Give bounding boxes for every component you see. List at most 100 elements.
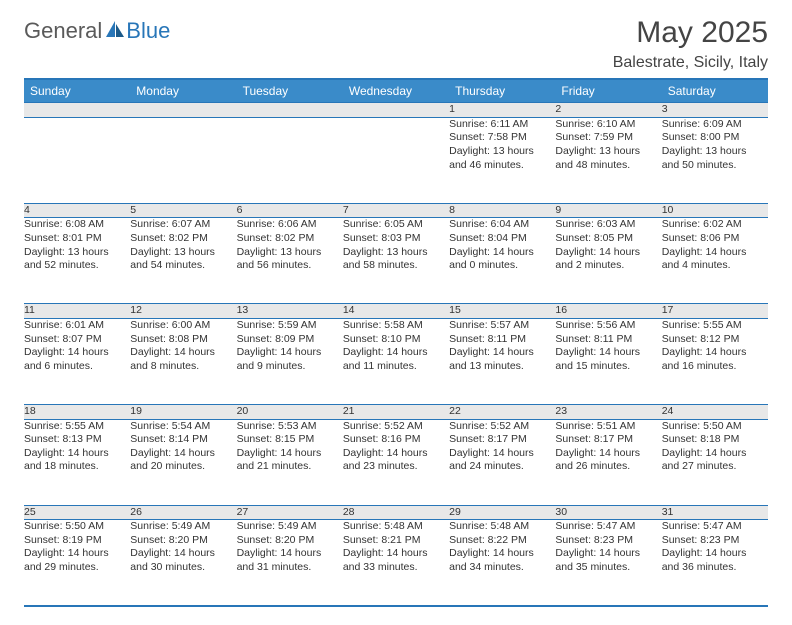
- daylight-text: and 21 minutes.: [237, 460, 343, 474]
- sunrise-text: Sunrise: 6:11 AM: [449, 118, 555, 132]
- daylight-text: and 29 minutes.: [24, 561, 130, 575]
- daylight-text: and 33 minutes.: [343, 561, 449, 575]
- daylight-text: and 27 minutes.: [662, 460, 768, 474]
- day-number-cell: 10: [662, 203, 768, 218]
- day-content-cell: Sunrise: 6:06 AMSunset: 8:02 PMDaylight:…: [237, 218, 343, 304]
- day-number-row: 18192021222324: [24, 404, 768, 419]
- day-number: 26: [130, 506, 142, 518]
- day-content-cell: Sunrise: 6:07 AMSunset: 8:02 PMDaylight:…: [130, 218, 236, 304]
- day-content-cell: Sunrise: 5:55 AMSunset: 8:13 PMDaylight:…: [24, 419, 130, 505]
- sunrise-text: Sunrise: 5:53 AM: [237, 420, 343, 434]
- day-number: 13: [237, 304, 249, 316]
- day-content-cell: Sunrise: 5:52 AMSunset: 8:16 PMDaylight:…: [343, 419, 449, 505]
- day-content-cell: Sunrise: 6:00 AMSunset: 8:08 PMDaylight:…: [130, 318, 236, 404]
- day-content-cell: Sunrise: 5:53 AMSunset: 8:15 PMDaylight:…: [237, 419, 343, 505]
- sunrise-text: Sunrise: 5:57 AM: [449, 319, 555, 333]
- sunset-text: Sunset: 8:20 PM: [237, 534, 343, 548]
- daylight-text: Daylight: 14 hours: [662, 346, 768, 360]
- day-content-cell: Sunrise: 6:01 AMSunset: 8:07 PMDaylight:…: [24, 318, 130, 404]
- day-number-cell: 30: [555, 505, 661, 520]
- sunrise-text: Sunrise: 5:50 AM: [24, 520, 130, 534]
- day-number-cell: 1: [449, 103, 555, 118]
- day-number: 17: [662, 304, 674, 316]
- sunrise-text: Sunrise: 6:07 AM: [130, 218, 236, 232]
- day-number-cell: 17: [662, 304, 768, 319]
- daylight-text: and 36 minutes.: [662, 561, 768, 575]
- sunset-text: Sunset: 8:05 PM: [555, 232, 661, 246]
- daylight-text: and 18 minutes.: [24, 460, 130, 474]
- sunset-text: Sunset: 8:14 PM: [130, 433, 236, 447]
- daylight-text: and 13 minutes.: [449, 360, 555, 374]
- daylight-text: and 11 minutes.: [343, 360, 449, 374]
- header: General Blue May 2025 Balestrate, Sicily…: [24, 18, 768, 72]
- weekday-header: Sunday: [24, 79, 130, 103]
- day-content-cell: Sunrise: 5:50 AMSunset: 8:19 PMDaylight:…: [24, 520, 130, 606]
- daylight-text: and 16 minutes.: [662, 360, 768, 374]
- day-number-cell: 24: [662, 404, 768, 419]
- daylight-text: and 9 minutes.: [237, 360, 343, 374]
- daylight-text: Daylight: 13 hours: [24, 246, 130, 260]
- day-number: 21: [343, 405, 355, 417]
- sunset-text: Sunset: 8:09 PM: [237, 333, 343, 347]
- sunrise-text: Sunrise: 5:48 AM: [343, 520, 449, 534]
- sunset-text: Sunset: 8:00 PM: [662, 131, 768, 145]
- sunrise-text: Sunrise: 6:04 AM: [449, 218, 555, 232]
- sunset-text: Sunset: 8:21 PM: [343, 534, 449, 548]
- daylight-text: Daylight: 14 hours: [130, 447, 236, 461]
- daylight-text: and 24 minutes.: [449, 460, 555, 474]
- day-number-cell: [130, 103, 236, 118]
- sunrise-text: Sunrise: 6:10 AM: [555, 118, 661, 132]
- sunset-text: Sunset: 8:16 PM: [343, 433, 449, 447]
- day-content-cell: Sunrise: 5:57 AMSunset: 8:11 PMDaylight:…: [449, 318, 555, 404]
- day-number: 9: [555, 204, 561, 216]
- daylight-text: and 26 minutes.: [555, 460, 661, 474]
- day-number-cell: 5: [130, 203, 236, 218]
- day-content-cell: [237, 117, 343, 203]
- daylight-text: and 15 minutes.: [555, 360, 661, 374]
- day-content-cell: [24, 117, 130, 203]
- sunrise-text: Sunrise: 5:51 AM: [555, 420, 661, 434]
- daylight-text: and 0 minutes.: [449, 259, 555, 273]
- daylight-text: and 35 minutes.: [555, 561, 661, 575]
- day-content-cell: Sunrise: 5:52 AMSunset: 8:17 PMDaylight:…: [449, 419, 555, 505]
- daylight-text: Daylight: 14 hours: [449, 447, 555, 461]
- sunrise-text: Sunrise: 5:55 AM: [662, 319, 768, 333]
- daylight-text: Daylight: 13 hours: [449, 145, 555, 159]
- day-number-cell: [24, 103, 130, 118]
- daylight-text: and 46 minutes.: [449, 159, 555, 173]
- daylight-text: Daylight: 13 hours: [343, 246, 449, 260]
- daylight-text: Daylight: 14 hours: [237, 547, 343, 561]
- daylight-text: Daylight: 14 hours: [24, 547, 130, 561]
- day-content-cell: Sunrise: 5:48 AMSunset: 8:22 PMDaylight:…: [449, 520, 555, 606]
- sunset-text: Sunset: 8:17 PM: [449, 433, 555, 447]
- sunset-text: Sunset: 8:10 PM: [343, 333, 449, 347]
- day-number-cell: 22: [449, 404, 555, 419]
- sunset-text: Sunset: 8:03 PM: [343, 232, 449, 246]
- day-number: 11: [24, 304, 35, 316]
- sunrise-text: Sunrise: 5:47 AM: [555, 520, 661, 534]
- day-number: 15: [449, 304, 461, 316]
- sunrise-text: Sunrise: 5:59 AM: [237, 319, 343, 333]
- daylight-text: Daylight: 14 hours: [555, 447, 661, 461]
- day-content-cell: Sunrise: 5:47 AMSunset: 8:23 PMDaylight:…: [662, 520, 768, 606]
- daylight-text: and 58 minutes.: [343, 259, 449, 273]
- day-number-cell: 25: [24, 505, 130, 520]
- day-content-cell: Sunrise: 6:05 AMSunset: 8:03 PMDaylight:…: [343, 218, 449, 304]
- sunrise-text: Sunrise: 6:09 AM: [662, 118, 768, 132]
- day-number: 27: [237, 506, 249, 518]
- day-number: 16: [555, 304, 567, 316]
- day-number: 28: [343, 506, 355, 518]
- daylight-text: Daylight: 14 hours: [555, 346, 661, 360]
- sunrise-text: Sunrise: 5:47 AM: [662, 520, 768, 534]
- day-content-cell: Sunrise: 5:55 AMSunset: 8:12 PMDaylight:…: [662, 318, 768, 404]
- daylight-text: Daylight: 13 hours: [555, 145, 661, 159]
- day-number-cell: 3: [662, 103, 768, 118]
- logo: General Blue: [24, 18, 170, 44]
- day-number: 29: [449, 506, 461, 518]
- day-content-cell: Sunrise: 6:10 AMSunset: 7:59 PMDaylight:…: [555, 117, 661, 203]
- day-content-cell: Sunrise: 5:56 AMSunset: 8:11 PMDaylight:…: [555, 318, 661, 404]
- daylight-text: Daylight: 14 hours: [555, 547, 661, 561]
- day-number-cell: 26: [130, 505, 236, 520]
- daylight-text: and 52 minutes.: [24, 259, 130, 273]
- day-number-cell: 13: [237, 304, 343, 319]
